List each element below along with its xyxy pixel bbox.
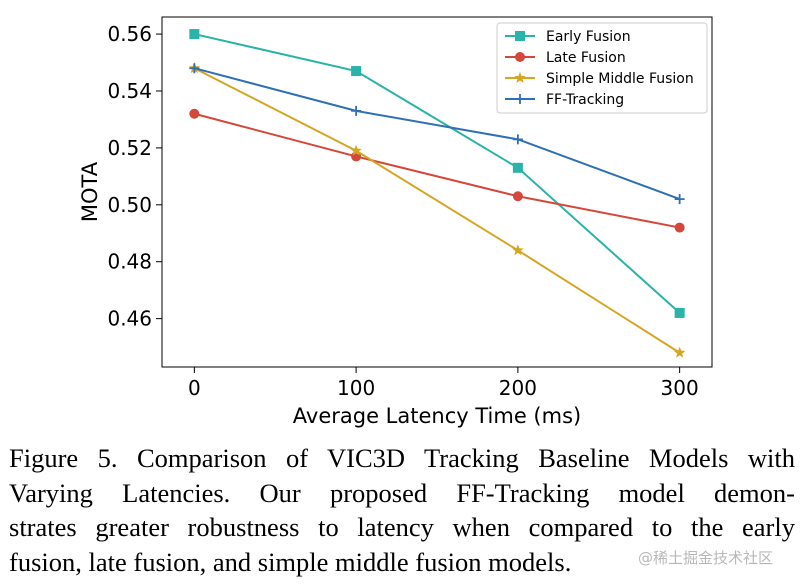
y-tick-label: 0.48 [107,250,152,274]
legend: Early Fusion Late Fusion Simple Middle Fus… [496,22,708,114]
plot-area [161,16,713,368]
legend-label-ff-tracking: FF-Tracking [546,92,624,108]
caption-line: strates greater robustness to latency wh… [9,512,795,542]
caption-line: Varying Latencies. Our proposed FF-Track… [9,477,795,508]
y-tick-label: 0.46 [107,307,152,331]
legend-marker-ff-tracking [515,94,525,104]
late-fusion-line [194,112,680,229]
ff-tracking-line [194,67,680,201]
legend-marker-simple-middle-fusion [514,72,526,83]
y-axis: 0.46 0.48 0.50 0.52 0.54 0.56 [107,22,162,331]
ff-tracking-point [674,194,685,205]
simple-middle-fusion-point [673,346,686,358]
legend-label-simple-middle-fusion: Simple Middle Fusion [546,71,694,87]
y-tick-label: 0.54 [107,79,152,103]
x-tick-label: 300 [661,376,699,400]
simple-middle-fusion-line [193,67,681,354]
ff-tracking-point [351,105,362,116]
late-fusion-point [189,108,200,119]
x-axis-title: Average Latency Time (ms) [293,404,581,428]
late-fusion-point [674,222,685,233]
x-tick-label: 0 [188,376,201,400]
late-fusion-point [512,191,523,202]
legend-box [496,22,708,114]
x-tick-label: 100 [337,376,375,400]
early-fusion-point [351,66,362,77]
caption-line: Figure 5. Comparison of VIC3D Tracking B… [9,443,795,473]
early-fusion-line [194,33,681,314]
x-axis: 0 100 200 300 [188,367,699,400]
legend-marker-late-fusion [515,52,525,62]
y-tick-label: 0.50 [107,193,152,217]
series-late-fusion [189,108,685,233]
y-axis-title: MOTA [78,161,102,222]
y-tick-label: 0.56 [107,22,152,46]
early-fusion-point [189,29,200,40]
legend-marker-early-fusion [515,31,525,41]
ff-tracking-point [512,134,523,145]
watermark: @稀土掘金技术社区 [638,549,774,567]
early-fusion-point [674,307,685,318]
series-ff-tracking [189,63,685,205]
early-fusion-point [512,162,523,173]
caption-line: fusion, late fusion, and simple middle f… [9,546,572,577]
simple-middle-fusion-point [512,244,524,256]
simple-middle-fusion-point [350,144,362,156]
series-early-fusion [189,29,685,318]
x-tick-label: 200 [499,376,537,400]
ff-tracking-point [189,63,200,74]
legend-label-early-fusion: Early Fusion [546,29,631,45]
legend-label-late-fusion: Late Fusion [546,50,626,66]
series-layer [188,29,686,358]
line-chart: 0.46 0.48 0.50 0.52 0.54 0.56 0 100 200 300 Aver… [78,16,713,428]
y-tick-label: 0.52 [107,136,152,160]
figure-caption: Figure 5. Comparison of VIC3D Tracking B… [9,441,795,579]
